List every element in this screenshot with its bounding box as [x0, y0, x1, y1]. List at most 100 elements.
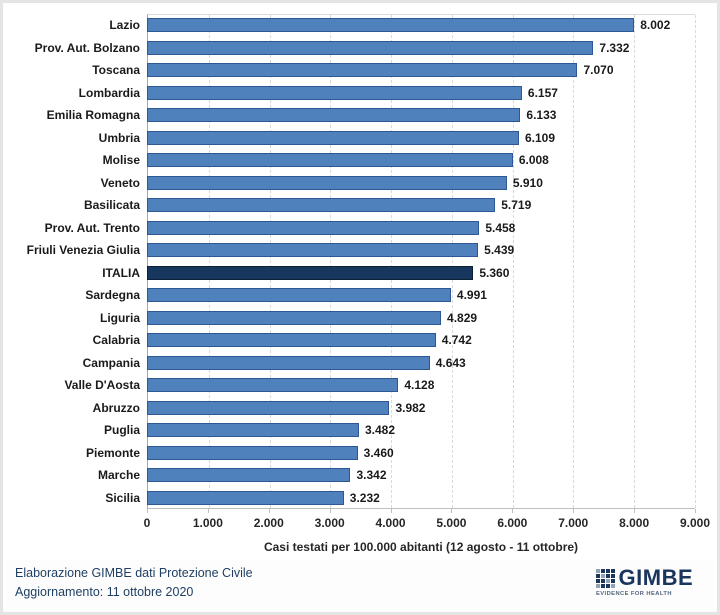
category-label: Calabria [92, 333, 140, 348]
tick-mark [390, 509, 392, 513]
bar-row: Puglia 3.482 [3, 419, 717, 442]
tick-label: 3.000 [314, 516, 345, 530]
gridline [451, 15, 453, 508]
bar [147, 445, 358, 460]
bar [147, 490, 344, 505]
category-label: Toscana [92, 63, 140, 78]
bar-track: 4.829 [147, 307, 695, 330]
bar-row: Prov. Aut. Bolzano 7.332 [3, 37, 717, 60]
bar-track: 5.719 [147, 194, 695, 217]
tick-label: 2.000 [253, 516, 284, 530]
bar-row: Emilia Romagna 6.133 [3, 104, 717, 127]
bar-row: Sardegna 4.991 [3, 284, 717, 307]
value-label: 7.332 [599, 40, 630, 55]
gridlines [147, 14, 696, 509]
bar [147, 40, 594, 55]
category-label: Valle D'Aosta [64, 378, 140, 393]
tick-label: 6.000 [497, 516, 528, 530]
bar [147, 468, 351, 483]
bar [147, 198, 496, 213]
tick-label: 4.000 [375, 516, 406, 530]
tick-mark [451, 509, 453, 513]
value-label: 4.128 [404, 378, 435, 393]
category-label: Emilia Romagna [46, 108, 140, 123]
tick-label: 7.000 [558, 516, 589, 530]
bar [147, 175, 507, 190]
tick-mark [573, 509, 575, 513]
value-label: 6.008 [518, 153, 549, 168]
bar [147, 310, 442, 325]
tick-mark [329, 509, 331, 513]
category-label: Umbria [98, 130, 140, 145]
value-label: 8.002 [640, 18, 671, 33]
bar [147, 153, 513, 168]
category-label: Basilicata [83, 198, 140, 213]
value-label: 3.482 [365, 423, 396, 438]
gridline [512, 15, 514, 508]
value-label: 4.643 [435, 355, 466, 370]
tick-mark [695, 509, 696, 513]
footer-credits: Elaborazione GIMBE dati Protezione Civil… [15, 564, 253, 602]
value-label: 5.360 [479, 265, 510, 280]
bar-track: 6.008 [147, 149, 695, 172]
bar-rows: Lazio 8.002 Prov. Aut. Bolzano 7.332 Toscana… [3, 14, 717, 509]
bar-track: 4.742 [147, 329, 695, 352]
bar-row: Campania 4.643 [3, 352, 717, 375]
bar [147, 400, 390, 415]
category-label: Prov. Aut. Bolzano [34, 40, 140, 55]
category-label: Sardegna [85, 288, 140, 303]
category-label: Puglia [103, 423, 140, 438]
bar-row: Liguria 4.829 [3, 307, 717, 330]
gimbe-logo-text: GIMBE [618, 565, 694, 590]
bar-track: 5.439 [147, 239, 695, 262]
bar-row: ITALIA 5.360 [3, 262, 717, 285]
bar-row: Basilicata 5.719 [3, 194, 717, 217]
bar-track: 4.128 [147, 374, 695, 397]
bar-track: 8.002 [147, 14, 695, 37]
bar-track: 7.070 [147, 59, 695, 82]
category-label: Lombardia [78, 85, 140, 100]
x-axis: 0 1.000 2.000 3.000 4.000 5.000 6.000 7.000 8.00… [143, 509, 710, 535]
bar-row: Abruzzo 3.982 [3, 397, 717, 420]
value-label: 6.157 [527, 85, 558, 100]
bar-row: Friuli Venezia Giulia 5.439 [3, 239, 717, 262]
tick-mark [634, 509, 636, 513]
tick-mark [207, 509, 209, 513]
category-label: Abruzzo [92, 400, 140, 415]
value-label: 6.109 [524, 130, 555, 145]
category-label: Lazio [109, 18, 140, 33]
gridline [634, 15, 636, 508]
tick-label: 9.000 [679, 516, 711, 530]
category-label: Marche [97, 468, 140, 483]
bar-row: Toscana 7.070 [3, 59, 717, 82]
category-label: Veneto [100, 175, 140, 190]
tick-label: 8.000 [619, 516, 650, 530]
category-label: Liguria [99, 310, 140, 325]
bar-row: Lombardia 6.157 [3, 82, 717, 105]
bar [147, 423, 359, 438]
credit-line-2: Aggiornamento: 11 ottobre 2020 [15, 585, 194, 599]
gridline [330, 15, 332, 508]
x-axis-title: Casi testati per 100.000 abitanti (12 ag… [263, 540, 579, 554]
value-label: 5.458 [485, 220, 516, 235]
value-label: 5.910 [512, 175, 543, 190]
bar [147, 108, 521, 123]
bar-track: 4.991 [147, 284, 695, 307]
bar-track: 3.232 [147, 487, 695, 510]
value-label: 4.991 [456, 288, 487, 303]
bar [147, 288, 451, 303]
tick-label: 0 [143, 516, 151, 530]
gridline [269, 15, 271, 508]
bar-track: 3.982 [147, 397, 695, 420]
bar-row: Umbria 6.109 [3, 127, 717, 150]
tick-label: 1.000 [192, 516, 223, 530]
gridline [695, 15, 696, 508]
bar-row: Valle D'Aosta 4.128 [3, 374, 717, 397]
bar-track: 6.109 [147, 127, 695, 150]
gimbe-logo-tagline: EVIDENCE FOR HEALTH [595, 590, 672, 597]
gimbe-logo-top: GIMBE [595, 565, 694, 590]
footer: Elaborazione GIMBE dati Protezione Civil… [3, 560, 717, 612]
bar-track: 4.643 [147, 352, 695, 375]
bar-track: 7.332 [147, 37, 695, 60]
